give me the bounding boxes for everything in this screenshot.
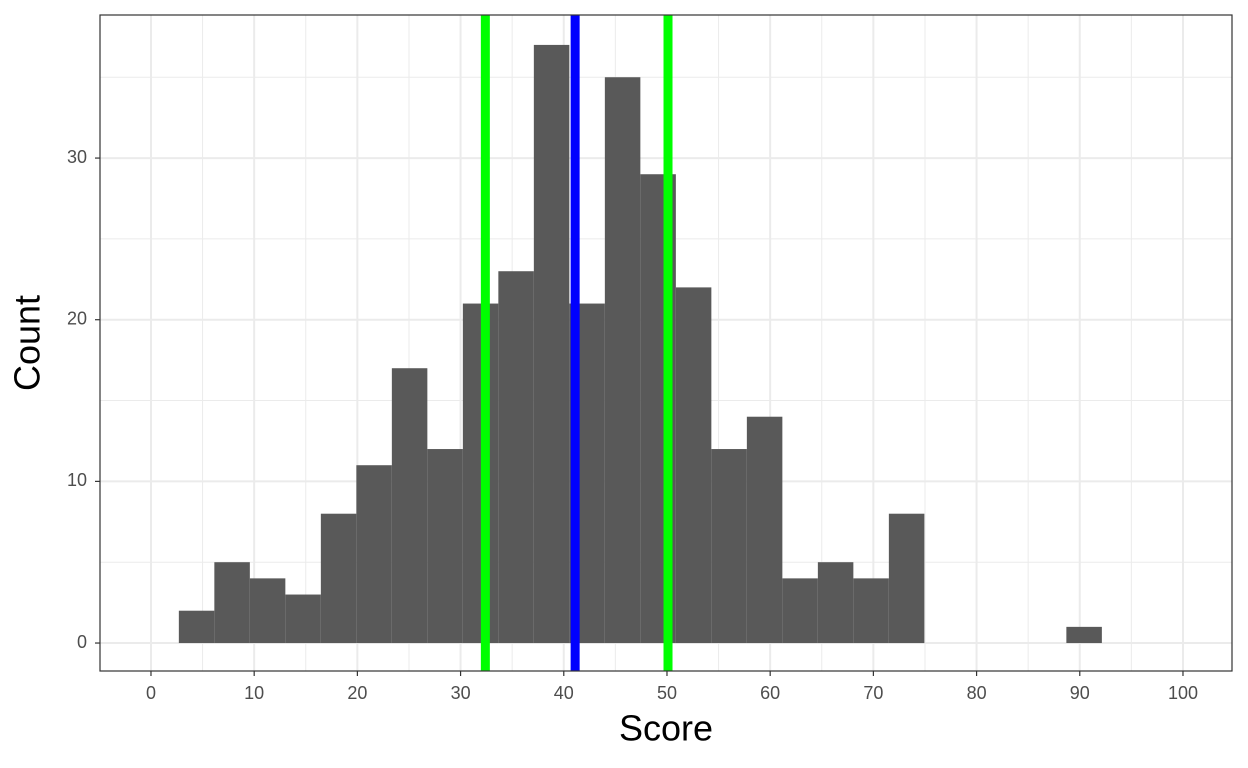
- bar: [853, 578, 889, 644]
- bar: [320, 513, 357, 644]
- y-tick-label: 20: [67, 308, 87, 328]
- x-tick-label: 70: [863, 683, 883, 703]
- bar: [427, 449, 463, 644]
- x-tick-label: 100: [1168, 683, 1198, 703]
- bar: [498, 271, 534, 644]
- bar: [746, 416, 783, 644]
- x-tick-label: 20: [347, 683, 367, 703]
- y-tick-label: 30: [67, 147, 87, 167]
- bar: [817, 562, 854, 644]
- bar: [675, 287, 712, 644]
- y-tick-label: 0: [77, 632, 87, 652]
- x-axis-label: Score: [619, 708, 713, 749]
- x-tick-label: 10: [244, 683, 264, 703]
- bar: [711, 449, 747, 644]
- marks: [178, 15, 1102, 671]
- x-tick-label: 30: [451, 683, 471, 703]
- bar: [782, 578, 818, 644]
- y-axis-label: Count: [7, 295, 48, 391]
- bar: [462, 303, 499, 644]
- bar: [391, 368, 428, 644]
- bar: [214, 562, 250, 644]
- x-tick-label: 60: [760, 683, 780, 703]
- y-tick-label: 10: [67, 470, 87, 490]
- bar: [888, 513, 925, 644]
- x-tick-label: 0: [146, 683, 156, 703]
- bar: [533, 44, 570, 644]
- x-tick-label: 50: [657, 683, 677, 703]
- bar: [604, 77, 641, 644]
- bar: [285, 594, 321, 644]
- bar: [356, 465, 392, 644]
- bar: [249, 578, 286, 644]
- x-tick-label: 90: [1070, 683, 1090, 703]
- bar: [1066, 626, 1102, 644]
- panel-border: [99, 14, 1233, 672]
- x-tick-label: 80: [967, 683, 987, 703]
- x-tick-label: 40: [554, 683, 574, 703]
- bar: [178, 610, 215, 644]
